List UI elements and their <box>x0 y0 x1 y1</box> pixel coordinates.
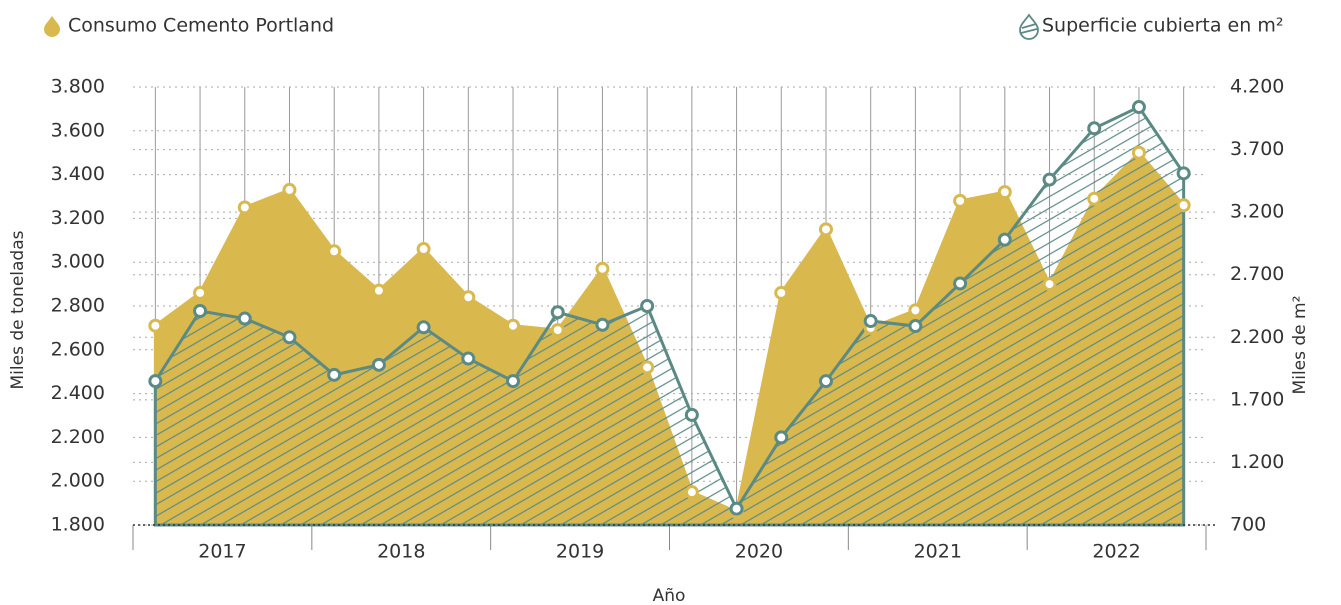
y-tick-label: 3.800 <box>51 76 105 98</box>
point <box>818 222 833 237</box>
point <box>327 244 342 259</box>
point <box>1087 191 1102 206</box>
y-tick-label: 2.400 <box>51 382 105 404</box>
point <box>506 374 521 389</box>
point <box>1176 198 1191 213</box>
point <box>1042 277 1057 292</box>
x-tick-label: 2020 <box>735 541 783 563</box>
x-tick-label: 2017 <box>198 541 246 563</box>
point <box>863 314 878 329</box>
legend-icon <box>44 16 60 37</box>
point <box>237 200 252 215</box>
point <box>1131 145 1146 160</box>
x-tick-label: 2021 <box>914 541 962 563</box>
point <box>282 330 297 345</box>
y2-tick-label: 700 <box>1230 514 1266 536</box>
y2-tick-label: 2.700 <box>1230 263 1284 285</box>
point <box>953 193 968 208</box>
point <box>1176 166 1191 181</box>
point <box>193 304 208 319</box>
point <box>997 232 1012 247</box>
point <box>908 303 923 318</box>
y2-axis-label: Miles de m² <box>1290 296 1310 395</box>
y-tick-label: 2.800 <box>51 295 105 317</box>
point <box>327 367 342 382</box>
point <box>774 430 789 445</box>
y2-tick-label: 2.200 <box>1230 326 1284 348</box>
y2-tick-label: 3.200 <box>1230 201 1284 223</box>
x-tick-label: 2019 <box>556 541 604 563</box>
point <box>371 283 386 298</box>
point <box>640 360 655 375</box>
point <box>774 285 789 300</box>
legend-label: Superficie cubierta en m² <box>1042 15 1283 37</box>
point <box>818 374 833 389</box>
point <box>148 318 163 333</box>
point <box>550 305 565 320</box>
point <box>1042 172 1057 187</box>
y-tick-label: 2.000 <box>51 470 105 492</box>
point <box>1087 121 1102 136</box>
point <box>953 276 968 291</box>
point <box>416 320 431 335</box>
y-tick-label: 1.800 <box>51 514 105 536</box>
y-tick-label: 2.600 <box>51 338 105 360</box>
y2-tick-label: 4.200 <box>1230 76 1284 98</box>
point <box>371 357 386 372</box>
y-tick-label: 2.200 <box>51 426 105 448</box>
point <box>193 285 208 300</box>
point <box>684 485 699 500</box>
y2-tick-label: 1.200 <box>1230 451 1284 473</box>
x-axis-label: Año <box>653 586 686 605</box>
point <box>729 501 744 516</box>
point <box>237 311 252 326</box>
point <box>595 261 610 276</box>
point <box>908 319 923 334</box>
x-tick-label: 2022 <box>1092 541 1140 563</box>
legend-icon <box>1019 13 1039 40</box>
point <box>461 290 476 305</box>
point <box>416 242 431 257</box>
point <box>282 182 297 197</box>
point <box>148 374 163 389</box>
point <box>506 318 521 333</box>
point <box>997 185 1012 200</box>
y-tick-label: 3.400 <box>51 163 105 185</box>
y-tick-label: 3.200 <box>51 207 105 229</box>
point <box>684 407 699 422</box>
point <box>1131 100 1146 115</box>
point <box>595 317 610 332</box>
point <box>461 351 476 366</box>
y-tick-label: 3.000 <box>51 251 105 273</box>
point <box>640 299 655 313</box>
x-tick-label: 2018 <box>377 541 425 563</box>
y2-tick-label: 1.700 <box>1230 388 1284 410</box>
y2-tick-label: 3.700 <box>1230 138 1284 160</box>
y-tick-label: 3.600 <box>51 119 105 141</box>
legend-label: Consumo Cemento Portland <box>68 15 334 37</box>
y-axis-label: Miles de toneladas <box>8 230 28 389</box>
point <box>550 323 565 338</box>
